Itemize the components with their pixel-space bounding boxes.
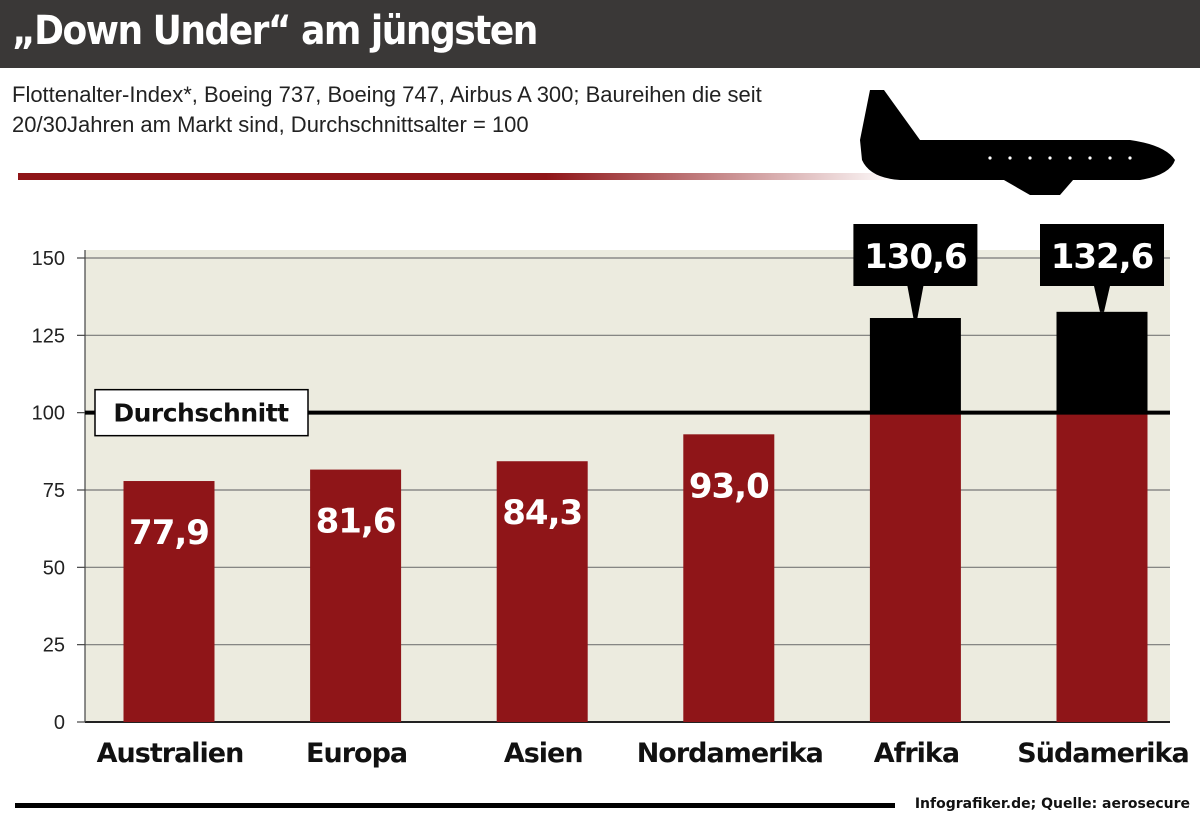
data-label-box bbox=[1040, 224, 1164, 286]
source-note: Infografiker.de; Quelle: aerosecure bbox=[914, 796, 1190, 812]
footer-rule bbox=[15, 803, 895, 808]
airplane-icon bbox=[860, 90, 1175, 195]
y-tick-label: 0 bbox=[54, 712, 65, 734]
bar-above-average bbox=[869, 318, 961, 413]
x-category-label: Asien bbox=[504, 738, 583, 769]
data-label-pointer bbox=[907, 286, 924, 319]
chart-title: „Down Under“ am jüngsten bbox=[12, 8, 538, 54]
bar bbox=[683, 434, 775, 722]
data-label-box bbox=[853, 224, 978, 286]
data-label: 93,0 bbox=[689, 466, 769, 506]
data-label: 130,6 bbox=[864, 237, 967, 277]
x-category-label: Afrika bbox=[874, 738, 959, 769]
data-label: 77,9 bbox=[129, 513, 209, 553]
header-bar: „Down Under“ am jüngsten bbox=[0, 0, 1200, 68]
average-label-box bbox=[94, 388, 309, 437]
x-category-label: Europa bbox=[306, 738, 407, 769]
data-label-pointer bbox=[1094, 286, 1110, 312]
data-label: 132,6 bbox=[1051, 237, 1154, 277]
bar bbox=[310, 469, 402, 722]
y-tick-label: 50 bbox=[43, 557, 65, 579]
bar bbox=[496, 461, 588, 722]
x-category-label: Australien bbox=[97, 738, 244, 769]
bar bbox=[123, 481, 215, 722]
plot-area bbox=[85, 250, 1170, 722]
bar bbox=[869, 412, 961, 722]
y-tick-label: 75 bbox=[43, 480, 65, 502]
y-tick-label: 125 bbox=[32, 325, 65, 347]
y-tick-label: 150 bbox=[32, 248, 65, 270]
bar bbox=[1056, 412, 1148, 722]
y-tick-label: 100 bbox=[32, 403, 65, 425]
x-category-label: Südamerika bbox=[1017, 738, 1188, 769]
data-label: 84,3 bbox=[502, 493, 582, 533]
title-divider bbox=[18, 173, 898, 180]
average-label: Durchschnitt bbox=[113, 399, 289, 428]
y-tick-label: 25 bbox=[43, 635, 65, 657]
x-category-label: Nordamerika bbox=[637, 738, 823, 769]
bar-above-average bbox=[1056, 311, 1148, 413]
data-label: 81,6 bbox=[316, 502, 396, 542]
chart-subtitle: Flottenalter-Index*, Boeing 737, Boeing … bbox=[12, 82, 762, 137]
